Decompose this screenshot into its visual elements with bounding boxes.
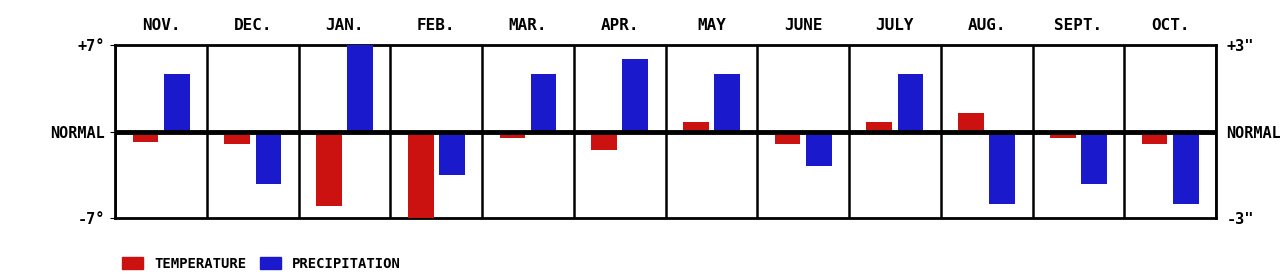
Bar: [989, 132, 1015, 204]
Bar: [408, 132, 434, 218]
Bar: [714, 74, 740, 132]
Bar: [531, 74, 557, 132]
Bar: [1142, 132, 1167, 144]
Bar: [1172, 132, 1198, 204]
Bar: [867, 122, 892, 132]
Bar: [774, 132, 800, 144]
Bar: [959, 113, 984, 132]
Bar: [897, 74, 923, 132]
Bar: [224, 132, 250, 144]
Bar: [1082, 132, 1107, 184]
Bar: [622, 59, 648, 132]
Bar: [133, 132, 159, 141]
Legend: TEMPERATURE, PRECIPITATION: TEMPERATURE, PRECIPITATION: [122, 256, 401, 270]
Bar: [684, 122, 709, 132]
Bar: [316, 132, 342, 206]
Bar: [347, 0, 372, 132]
Bar: [806, 132, 832, 166]
Bar: [591, 132, 617, 150]
Bar: [439, 132, 465, 175]
Bar: [256, 132, 282, 184]
Bar: [1050, 132, 1075, 138]
Bar: [164, 74, 189, 132]
Bar: [499, 132, 525, 138]
